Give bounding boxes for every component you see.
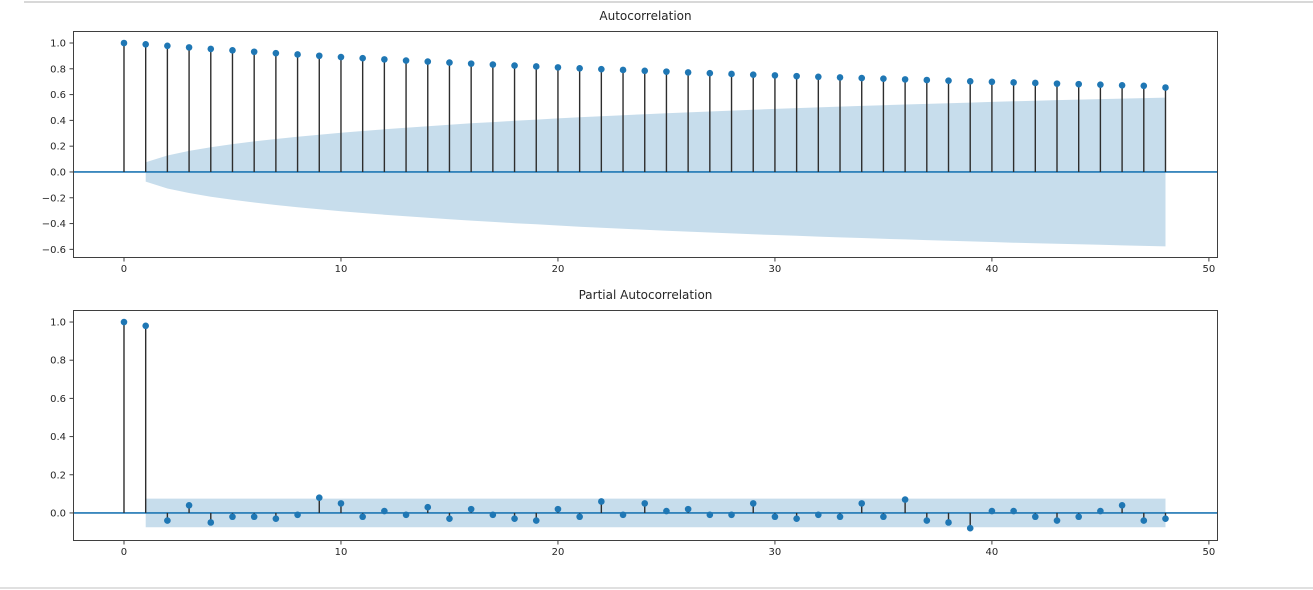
acf-x-tick-label: 0 [121, 264, 127, 275]
pacf-y-tick-label: 0.0 [50, 508, 66, 519]
pacf-x-tick-label: 0 [121, 547, 127, 558]
acf-ticks: 0 10 20 30 40 50 1.0 0.8 0.6 0.4 0.2 0.0 −0.2 −0.4 −0.… [42, 38, 1216, 275]
acf-x-tick-label: 50 [1203, 264, 1216, 275]
pacf-x-tick-label: 30 [769, 547, 782, 558]
acf-y-tick-label: −0.2 [42, 193, 66, 204]
top-rule [24, 1, 1313, 3]
acf-spines [73, 31, 1218, 258]
pacf-ticks: 0 10 20 30 40 50 1.0 0.8 0.6 0.4 0.2 0.0 [50, 318, 1215, 558]
acf-y-tick-label: 0.0 [50, 167, 66, 178]
acf-stems [123, 42, 1167, 172]
pacf-y-tick-label: 0.2 [50, 470, 66, 481]
acf-y-tick-label: 1.0 [50, 38, 66, 49]
acf-plot-area: 0 10 20 30 40 50 1.0 0.8 0.6 0.4 0.2 0.0 −0.2 −0.4 −0.… [42, 31, 1218, 275]
pacf-x-tick-label: 20 [552, 547, 565, 558]
pacf-x-tick-label: 40 [986, 547, 999, 558]
pacf-plot-area: 0 10 20 30 40 50 1.0 0.8 0.6 0.4 0.2 0.0 [50, 310, 1218, 558]
pacf-y-tick-label: 0.8 [50, 356, 66, 367]
pacf-y-tick-label: 0.6 [50, 394, 66, 405]
pacf-spines [73, 310, 1218, 541]
acf-x-tick-label: 30 [769, 264, 782, 275]
pacf-title: Partial Autocorrelation [578, 288, 713, 302]
acf-y-tick-label: 0.2 [50, 142, 66, 153]
pacf-stems [123, 322, 1167, 529]
pacf-x-tick-label: 10 [335, 547, 348, 558]
acf-y-tick-label: 0.4 [50, 116, 66, 127]
acf-y-tick-label: −0.4 [42, 219, 66, 230]
pacf-y-tick-label: 0.4 [50, 432, 66, 443]
acf-y-tick-label: 0.8 [50, 64, 66, 75]
acf-x-tick-label: 40 [986, 264, 999, 275]
bottom-rule [0, 587, 1313, 589]
acf-x-tick-label: 20 [552, 264, 565, 275]
acf-y-tick-label: 0.6 [50, 90, 66, 101]
acf-y-tick-label: −0.6 [42, 245, 66, 256]
acf-x-tick-label: 10 [335, 264, 348, 275]
pacf-markers [120, 318, 1169, 532]
acf-markers [120, 39, 1169, 91]
pacf-x-tick-label: 50 [1203, 547, 1216, 558]
pacf-y-tick-label: 1.0 [50, 318, 66, 329]
acf-title: Autocorrelation [599, 9, 692, 23]
